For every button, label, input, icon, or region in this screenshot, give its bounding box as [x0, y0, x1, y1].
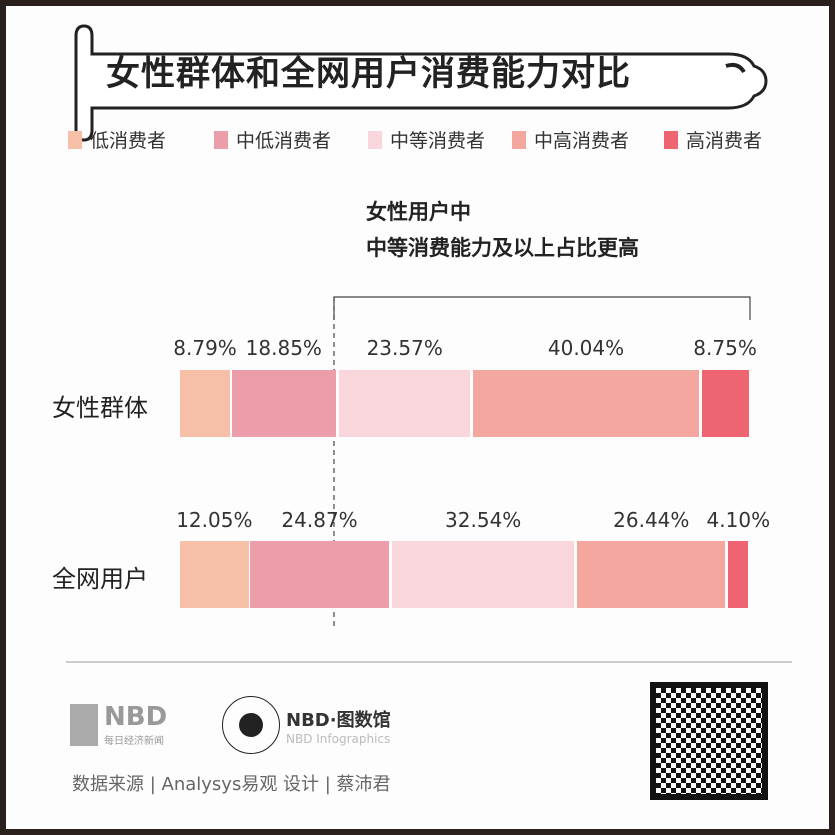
data-label: 24.87%	[281, 508, 358, 532]
bar-segment	[180, 370, 231, 437]
data-label: 40.04%	[547, 336, 625, 360]
legend-item: 低消费者	[68, 126, 166, 153]
infographics-logo-text: NBD·图数馆	[286, 710, 391, 731]
bar-segment	[391, 541, 575, 608]
source-credit: 数据来源 | Analysys易观 设计 | 蔡沛君	[72, 774, 391, 795]
infographics-logo-subtitle: NBD Infographics	[286, 732, 391, 746]
legend-label: 高消费者	[686, 130, 763, 152]
bar-segment	[473, 370, 699, 437]
infographics-logo-ring	[222, 696, 280, 754]
row-label: 女性群体	[52, 394, 148, 422]
legend-swatch	[214, 130, 228, 149]
legend-label: 中高消费者	[534, 130, 630, 152]
data-label: 23.57%	[366, 336, 443, 360]
data-label: 8.79%	[173, 336, 237, 360]
bar-segment	[339, 370, 471, 437]
legend-swatch	[664, 130, 678, 149]
chart-title: 女性群体和全网用户消费能力对比	[106, 54, 631, 94]
nbd-logo-subtitle: 每日经济新闻	[104, 736, 164, 747]
bar-segment	[728, 541, 749, 608]
data-label: 32.54%	[445, 508, 522, 532]
bar-segment	[701, 370, 749, 437]
legend-label: 低消费者	[90, 130, 167, 152]
legend-item: 高消费者	[664, 126, 762, 153]
data-label: 4.10%	[706, 508, 771, 532]
data-label: 8.75%	[693, 336, 757, 360]
title-banner-frame	[74, 24, 768, 142]
annotation-line-2: 中等消费能力及以上占比更高	[366, 236, 639, 260]
nbd-logo: NBD 每日经济新闻	[70, 702, 167, 747]
divider	[66, 661, 792, 663]
legend-swatch	[512, 130, 526, 149]
qr-code[interactable]	[650, 682, 768, 800]
bar-segment	[231, 370, 337, 437]
bar-segment	[250, 541, 389, 608]
legend-item: 中等消费者	[368, 126, 485, 153]
data-label: 12.05%	[176, 508, 253, 532]
legend-label: 中低消费者	[236, 130, 332, 152]
legend-item: 中低消费者	[214, 126, 331, 153]
bar-segment	[180, 541, 249, 608]
annotation-line-1: 女性用户中	[366, 200, 471, 224]
data-label: 26.44%	[613, 508, 690, 532]
legend-swatch	[68, 130, 82, 149]
nbd-logo-text: NBD	[104, 702, 168, 732]
infographic-card: 女性群体和全网用户消费能力对比 低消费者 中低消费者 中等消费者 中高消费者 高消费者 …	[6, 6, 829, 829]
row-label: 全网用户	[52, 565, 148, 593]
bar-segment	[577, 541, 726, 608]
legend-swatch	[368, 130, 382, 149]
data-label: 18.85%	[245, 336, 322, 360]
infographics-logo: NBD·图数馆 NBD Infographics	[286, 706, 391, 746]
legend-item: 中高消费者	[512, 126, 629, 153]
legend-label: 中等消费者	[390, 130, 486, 152]
nbd-logo-mark	[70, 703, 98, 746]
